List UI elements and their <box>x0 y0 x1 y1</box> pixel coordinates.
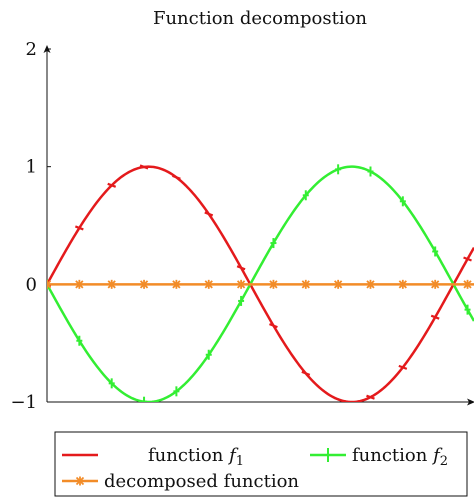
point <box>464 304 471 315</box>
point <box>139 164 149 170</box>
legend-marker-decomposed <box>75 476 85 486</box>
legend-item-decomposed: decomposed function <box>62 471 299 492</box>
series-layer <box>47 164 474 402</box>
legend-label-f1: function f1 <box>148 445 244 469</box>
point <box>366 279 375 289</box>
y-tick-label: 1 <box>26 157 37 178</box>
point <box>269 323 278 329</box>
point <box>74 225 84 231</box>
point <box>205 349 212 360</box>
y-ticks: 2 1 0 −1 <box>10 39 51 413</box>
point <box>107 182 117 188</box>
legend-box <box>54 431 468 497</box>
point <box>399 196 406 207</box>
series-1 <box>47 164 474 402</box>
point <box>301 279 310 289</box>
y-tick-label: −1 <box>10 392 37 413</box>
legend-item-f2: function f2 <box>310 445 448 469</box>
point <box>301 370 311 376</box>
point <box>139 279 149 289</box>
point <box>141 396 148 402</box>
point <box>238 295 245 306</box>
series-2 <box>47 279 474 289</box>
point <box>75 476 85 486</box>
series-0 <box>47 164 474 402</box>
y-tick-label: 2 <box>26 39 37 60</box>
chart-title: Function decompostion <box>153 8 367 29</box>
point <box>366 394 375 400</box>
point <box>302 190 309 201</box>
point <box>76 335 83 346</box>
point <box>333 396 343 402</box>
point <box>204 211 214 217</box>
axes <box>43 45 474 406</box>
point <box>463 256 472 262</box>
point <box>398 364 408 370</box>
y-tick-label: 0 <box>26 274 37 295</box>
point <box>172 174 181 180</box>
point <box>108 378 115 389</box>
legend: function f1 function f2 decomposed funct… <box>54 431 468 497</box>
point <box>463 279 472 289</box>
point <box>430 314 440 320</box>
legend-label-f2: function f2 <box>352 445 448 469</box>
point <box>270 238 277 249</box>
point <box>236 279 246 289</box>
point <box>75 279 84 289</box>
point <box>432 246 439 257</box>
point <box>367 166 374 177</box>
point <box>47 279 52 289</box>
point <box>333 279 343 289</box>
point <box>107 279 116 289</box>
point <box>335 164 342 175</box>
point <box>269 279 278 289</box>
legend-label-decomposed: decomposed function <box>104 471 299 492</box>
point <box>398 279 407 289</box>
point <box>236 265 246 271</box>
x-axis-arrow <box>467 398 474 406</box>
point <box>431 279 440 289</box>
point <box>172 279 181 289</box>
point <box>204 279 213 289</box>
point <box>173 386 180 397</box>
